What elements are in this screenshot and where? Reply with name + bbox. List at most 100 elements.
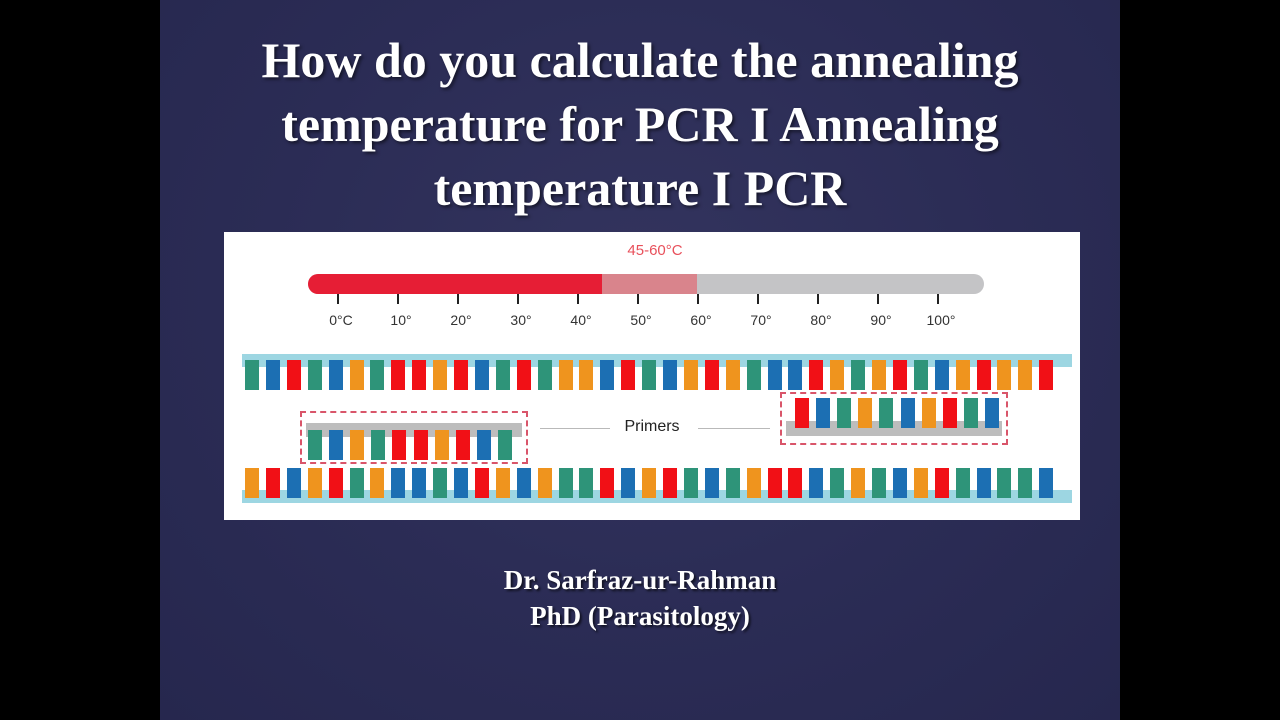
temperature-scale-bar — [308, 274, 984, 294]
nucleotide-base — [1018, 360, 1033, 390]
nucleotide-base — [454, 360, 468, 390]
nucleotide-base — [600, 468, 615, 498]
nucleotide-base — [872, 360, 886, 390]
primers-leader-left — [540, 428, 610, 429]
scale-tick-label: 50° — [630, 312, 652, 328]
nucleotide-base — [474, 468, 489, 498]
nucleotide-base — [934, 468, 949, 498]
scale-tick — [817, 294, 819, 304]
scale-tick-label: 100° — [926, 312, 956, 328]
scale-tick — [757, 294, 759, 304]
nucleotide-base — [371, 430, 386, 460]
nucleotide-base — [1039, 468, 1054, 498]
nucleotide-base — [497, 430, 512, 460]
nucleotide-base — [725, 360, 740, 390]
nucleotide-base — [286, 468, 301, 498]
nucleotide-base — [704, 360, 719, 390]
nucleotide-base — [433, 468, 448, 498]
scale-tick-label: 40° — [570, 312, 592, 328]
author-block: Dr. Sarfraz-ur-Rahman PhD (Parasitology) — [160, 562, 1120, 634]
nucleotide-base — [245, 468, 259, 498]
nucleotide-base — [955, 360, 970, 390]
nucleotide-base — [963, 398, 978, 428]
nucleotide-base — [455, 430, 470, 460]
nucleotide-base — [858, 398, 873, 428]
nucleotide-base — [851, 468, 866, 498]
pcr-annealing-diagram: 45-60°C 0°C 10° 20° 30° 40° 50° 60° 70° 80° 90° 10… — [224, 232, 1080, 520]
annealing-range-label: 45-60°C — [627, 242, 683, 259]
nucleotide-base — [997, 360, 1012, 390]
scale-tick — [397, 294, 399, 304]
nucleotide-base — [663, 360, 677, 390]
nucleotide-base — [704, 468, 719, 498]
nucleotide-base — [307, 468, 322, 498]
nucleotide-base — [328, 360, 343, 390]
primers-label: Primers — [624, 418, 680, 435]
nucleotide-base — [454, 468, 468, 498]
nucleotide-base — [746, 468, 761, 498]
scale-tick — [457, 294, 459, 304]
nucleotide-base — [579, 360, 594, 390]
nucleotide-base — [307, 360, 322, 390]
title-line-2: temperature for PCR I Annealing — [281, 96, 999, 152]
left-primer-outline — [300, 411, 528, 464]
nucleotide-base — [892, 360, 907, 390]
nucleotide-base — [495, 468, 510, 498]
nucleotide-base — [683, 468, 698, 498]
scale-tick — [337, 294, 339, 304]
scale-tick — [517, 294, 519, 304]
annealing-zone-segment — [602, 274, 697, 294]
nucleotide-base — [663, 468, 677, 498]
title-line-3: temperature I PCR — [433, 160, 847, 216]
nucleotide-base — [984, 398, 999, 428]
nucleotide-base — [788, 468, 803, 498]
nucleotide-base — [412, 468, 427, 498]
nucleotide-base — [913, 468, 928, 498]
nucleotide-base — [976, 360, 991, 390]
nucleotide-base — [412, 360, 427, 390]
nucleotide-base — [1018, 468, 1033, 498]
nucleotide-base — [746, 360, 761, 390]
author-name: Dr. Sarfraz-ur-Rahman — [503, 565, 777, 595]
nucleotide-base — [809, 360, 824, 390]
nucleotide-base — [537, 360, 552, 390]
title-line-1: How do you calculate the annealing — [261, 32, 1019, 88]
author-credential: PhD (Parasitology) — [530, 601, 750, 631]
scale-tick-label: 0°C — [329, 312, 353, 328]
scale-tick-label: 10° — [390, 312, 412, 328]
slide-title: How do you calculate the annealing tempe… — [160, 28, 1120, 220]
nucleotide-base — [245, 360, 259, 390]
primers-leader-right — [698, 428, 770, 429]
nucleotide-base — [286, 360, 301, 390]
nucleotide-base — [976, 468, 991, 498]
nucleotide-base — [392, 430, 407, 460]
nucleotide-base — [370, 468, 385, 498]
slide: How do you calculate the annealing tempe… — [160, 0, 1120, 720]
nucleotide-base — [892, 468, 907, 498]
nucleotide-base — [837, 398, 852, 428]
scale-tick-label: 20° — [450, 312, 472, 328]
nucleotide-base — [767, 360, 782, 390]
nucleotide-base — [516, 360, 531, 390]
nucleotide-base — [879, 398, 894, 428]
nucleotide-base — [621, 468, 636, 498]
nucleotide-base — [434, 430, 449, 460]
nucleotide-base — [476, 430, 491, 460]
nucleotide-base — [516, 468, 531, 498]
nucleotide-base — [872, 468, 886, 498]
nucleotide-base — [329, 430, 344, 460]
nucleotide-base — [558, 468, 573, 498]
nucleotide-base — [433, 360, 448, 390]
scale-tick-label: 80° — [810, 312, 832, 328]
scale-tick-label: 90° — [870, 312, 892, 328]
nucleotide-base — [265, 468, 280, 498]
nucleotide-base — [934, 360, 949, 390]
scale-tick — [577, 294, 579, 304]
nucleotide-base — [788, 360, 803, 390]
nucleotide-base — [642, 360, 657, 390]
nucleotide-base — [349, 360, 364, 390]
scale-tick — [877, 294, 879, 304]
scale-tick — [637, 294, 639, 304]
nucleotide-base — [579, 468, 594, 498]
nucleotide-base — [683, 360, 698, 390]
